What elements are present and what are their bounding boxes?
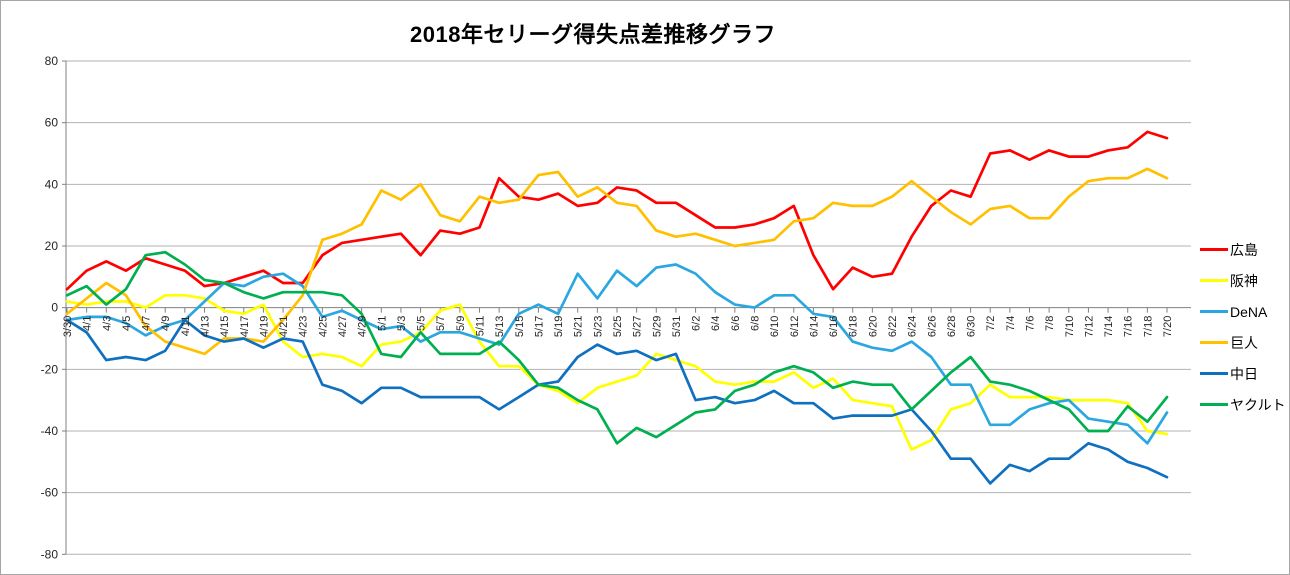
x-axis-label: 4/9 [160,316,172,331]
y-axis-label: 40 [45,177,59,191]
legend-swatch-hiroshima [1200,248,1228,251]
x-axis-label: 6/24 [907,316,919,337]
x-axis-label: 6/8 [750,316,762,331]
x-axis-label: 7/4 [1005,316,1017,331]
x-axis-label: 5/17 [533,316,545,337]
x-axis-label: 5/29 [651,316,663,337]
x-axis-label: 7/20 [1162,316,1174,337]
y-axis-label: 60 [45,116,59,130]
x-axis-label: 6/26 [926,316,938,337]
x-axis-label: 5/5 [416,316,428,331]
x-axis-label: 4/13 [200,316,212,337]
x-axis-label: 4/25 [317,316,329,337]
x-axis-label: 5/21 [573,316,585,337]
legend-item-yakult: ヤクルト [1200,389,1286,420]
series-line-hanshin [65,293,1169,451]
x-axis-label: 4/1 [82,316,94,331]
x-axis-label: 5/7 [435,316,447,331]
legend-swatch-chunichi [1200,372,1228,375]
x-axis-label: 7/14 [1103,316,1115,337]
legend-label-yakult: ヤクルト [1230,396,1286,413]
x-axis-label: 5/3 [396,316,408,331]
x-axis-label: 5/15 [514,316,526,337]
x-axis-label: 5/23 [592,316,604,337]
legend-item-kyojin: 巨人 [1200,327,1286,358]
x-axis-label: 6/2 [691,316,703,331]
x-axis-label: 4/11 [180,316,192,337]
legend-swatch-dena [1200,310,1228,313]
legend-swatch-kyojin [1200,341,1228,344]
x-axis-label: 5/31 [671,316,683,337]
x-axis-label: 5/27 [632,316,644,337]
legend: 広島阪神 DeNA 巨人中日ヤクルト [1200,234,1286,420]
legend-item-hanshin: 阪神 [1200,265,1286,296]
x-axis-label: 6/16 [828,316,840,337]
legend-item-dena: DeNA [1200,296,1286,327]
y-axis-label: 0 [51,301,58,315]
x-axis-label: 3/30 [62,316,74,337]
series-line-dena [65,263,1169,445]
x-axis-label: 7/12 [1083,316,1095,337]
x-axis-label: 6/10 [769,316,781,337]
x-axis-label: 6/30 [966,316,978,337]
x-axis-label: 4/21 [278,316,290,337]
x-axis-label: 6/28 [946,316,958,337]
legend-label-kyojin: 巨人 [1230,334,1258,351]
x-axis-label: 6/4 [710,316,722,331]
x-axis-label: 6/20 [867,316,879,337]
y-axis-label: 80 [45,54,59,68]
x-axis-label: 7/18 [1142,316,1154,337]
x-axis-label: 5/11 [475,316,487,337]
y-axis-label: 20 [45,239,59,253]
x-axis-label: 5/25 [612,316,624,337]
chart-title: 2018年セリーグ得失点差推移グラフ [410,22,776,47]
legend-item-chunichi: 中日 [1200,358,1286,389]
series-line-chunichi [65,318,1169,485]
legend-item-hiroshima: 広島 [1200,234,1286,265]
x-axis-label: 4/17 [239,316,251,337]
x-axis-label: 7/8 [1044,316,1056,331]
x-axis-label: 6/6 [730,316,742,331]
legend-swatch-yakult [1200,403,1228,406]
series-line-yakult [65,250,1169,445]
x-axis-label: 4/23 [298,316,310,337]
x-axis-label: 5/9 [455,316,467,331]
legend-label-dena: DeNA [1230,303,1268,320]
series-line-kyojin [65,167,1169,356]
x-axis-label: 4/29 [357,316,369,337]
x-axis-label: 4/3 [101,316,113,331]
x-axis-label: 7/10 [1064,316,1076,337]
x-axis-label: 5/1 [376,316,388,331]
y-axis-label: -60 [41,486,59,500]
x-axis-label: 6/18 [848,316,860,337]
x-axis-label: 4/27 [337,316,349,337]
x-axis-label: 5/13 [494,316,506,337]
legend-label-hiroshima: 広島 [1230,241,1258,258]
x-axis-label: 6/12 [789,316,801,337]
series-line-hiroshima [65,130,1169,291]
x-axis-label: 4/7 [141,316,153,331]
x-axis-label: 7/16 [1123,316,1135,337]
x-axis-label: 4/15 [219,316,231,337]
x-axis-label: 6/14 [808,316,820,337]
legend-swatch-hanshin [1200,279,1228,282]
x-axis-label: 4/5 [121,316,133,331]
legend-label-hanshin: 阪神 [1230,272,1258,289]
x-axis-label: 6/22 [887,316,899,337]
x-axis-label: 4/19 [258,316,270,337]
x-axis-label: 7/6 [1025,316,1037,331]
legend-label-chunichi: 中日 [1230,365,1258,382]
y-axis-label: -20 [41,362,59,376]
x-axis-label: 7/2 [985,316,997,331]
y-axis-label: -80 [41,547,59,561]
x-axis-label: 5/19 [553,316,565,337]
y-axis-label: -40 [41,424,59,438]
